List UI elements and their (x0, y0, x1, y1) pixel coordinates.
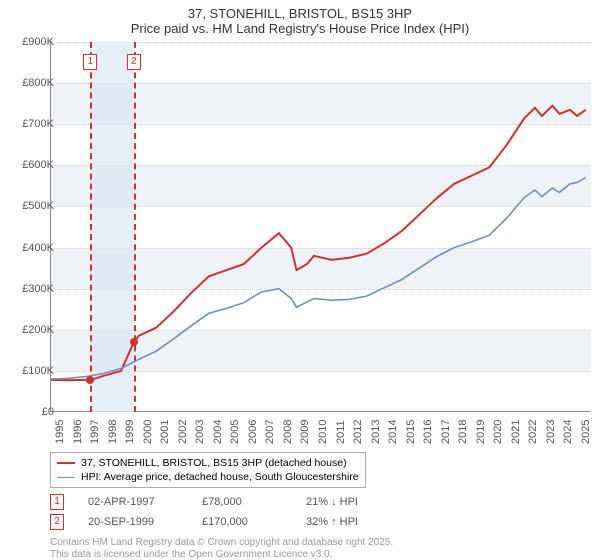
footer-line1: Contains HM Land Registry data © Crown c… (50, 537, 393, 549)
x-tick-label: 2003 (194, 420, 206, 444)
sale-row: 1 02-APR-1997 £78,000 21% ↓ HPI (50, 494, 358, 510)
x-tick-label: 2022 (527, 420, 539, 444)
x-tick-label: 2021 (510, 420, 522, 444)
x-tick-label: 2016 (422, 420, 434, 444)
x-tick-label: 1995 (54, 420, 66, 444)
chart-area: 12 (50, 42, 590, 412)
footer-line2: This data is licensed under the Open Gov… (50, 549, 393, 560)
x-tick-label: 2007 (264, 420, 276, 444)
sale-point-icon (86, 376, 94, 384)
legend-swatch-hpi (57, 477, 75, 478)
y-tick-label: £600K (4, 159, 54, 171)
y-tick-label: £700K (4, 118, 54, 130)
legend-item-property: 37, STONEHILL, BRISTOL, BS15 3HP (detach… (57, 456, 359, 470)
plot: 12 (50, 42, 590, 412)
footer: Contains HM Land Registry data © Crown c… (50, 537, 393, 560)
y-tick-label: £800K (4, 77, 54, 89)
sale-delta: 21% ↓ HPI (306, 496, 358, 508)
sale-row: 2 20-SEP-1999 £170,000 32% ↑ HPI (50, 514, 358, 530)
x-tick-label: 2012 (352, 420, 364, 444)
x-tick-label: 2018 (457, 420, 469, 444)
x-tick-label: 2000 (142, 420, 154, 444)
x-tick-label: 2011 (335, 420, 347, 444)
sale-delta: 32% ↑ HPI (306, 516, 358, 528)
y-tick-label: £100K (4, 365, 54, 377)
x-tick-label: 1997 (89, 420, 101, 444)
sale-marker-flag: 1 (83, 54, 97, 70)
x-tick-label: 2006 (247, 420, 259, 444)
x-tick-label: 2015 (405, 420, 417, 444)
x-tick-label: 2002 (177, 420, 189, 444)
sale-price: £78,000 (202, 496, 282, 508)
title-subtitle: Price paid vs. HM Land Registry's House … (0, 21, 600, 36)
x-tick-label: 2013 (370, 420, 382, 444)
x-tick-label: 2010 (317, 420, 329, 444)
x-tick-label: 2025 (580, 420, 592, 444)
x-tick-label: 1999 (124, 420, 136, 444)
y-tick-label: £400K (4, 242, 54, 254)
y-tick-label: £900K (4, 36, 54, 48)
x-tick-label: 2020 (492, 420, 504, 444)
x-tick-label: 2004 (212, 420, 224, 444)
y-tick-label: £0 (4, 406, 54, 418)
chart-svg (51, 42, 591, 412)
y-tick-label: £300K (4, 283, 54, 295)
sale-point-icon (130, 338, 138, 346)
sale-date: 02-APR-1997 (88, 496, 178, 508)
x-tick-label: 2005 (229, 420, 241, 444)
legend-item-hpi: HPI: Average price, detached house, Sout… (57, 470, 359, 484)
x-tick-label: 2001 (159, 420, 171, 444)
x-tick-label: 2019 (475, 420, 487, 444)
legend-swatch-property (57, 462, 75, 464)
x-tick-label: 1998 (107, 420, 119, 444)
x-tick-label: 2008 (282, 420, 294, 444)
sale-price: £170,000 (202, 516, 282, 528)
chart-title: 37, STONEHILL, BRISTOL, BS15 3HP Price p… (0, 0, 600, 36)
sales-table: 1 02-APR-1997 £78,000 21% ↓ HPI 2 20-SEP… (50, 494, 358, 534)
x-tick-label: 2017 (440, 420, 452, 444)
x-tick-label: 2023 (545, 420, 557, 444)
legend-label-hpi: HPI: Average price, detached house, Sout… (81, 471, 359, 483)
x-tick-label: 2024 (562, 420, 574, 444)
x-tick-label: 1996 (72, 420, 84, 444)
y-tick-label: £500K (4, 200, 54, 212)
x-tick-label: 2009 (299, 420, 311, 444)
sale-date: 20-SEP-1999 (88, 516, 178, 528)
y-tick-label: £200K (4, 324, 54, 336)
legend-label-property: 37, STONEHILL, BRISTOL, BS15 3HP (detach… (81, 457, 347, 469)
sale-marker-icon: 1 (50, 494, 64, 510)
title-address: 37, STONEHILL, BRISTOL, BS15 3HP (0, 6, 600, 21)
sale-marker-icon: 2 (50, 514, 64, 530)
x-tick-label: 2014 (387, 420, 399, 444)
legend: 37, STONEHILL, BRISTOL, BS15 3HP (detach… (50, 452, 366, 488)
sale-marker-flag: 2 (127, 54, 141, 70)
